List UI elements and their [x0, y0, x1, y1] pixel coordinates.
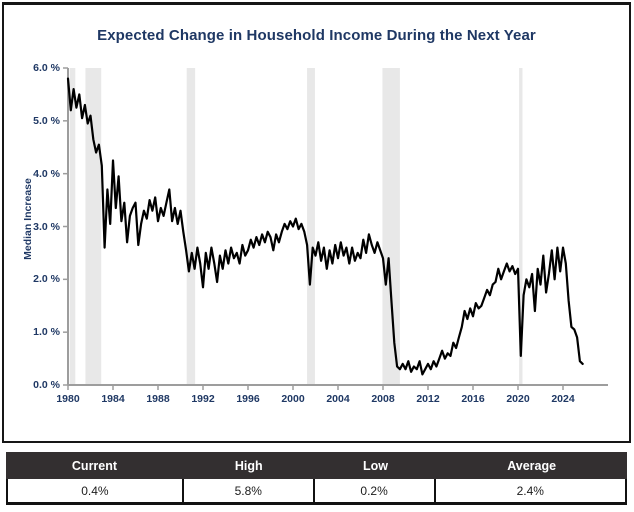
recession-band	[519, 68, 523, 385]
y-tick-label: 0.0 %	[33, 379, 60, 391]
x-tick-label: 2024	[551, 393, 575, 405]
x-tick-label: 2012	[416, 393, 440, 405]
summary-table: Current High Low Average 0.4% 5.8% 0.2% …	[6, 452, 627, 505]
y-tick-label: 1.0 %	[33, 326, 60, 339]
x-tick-label: 1984	[101, 393, 125, 405]
y-tick-label: 3.0 %	[33, 220, 60, 233]
income-expectation-line	[66, 77, 584, 376]
x-tick-label: 1996	[236, 393, 260, 405]
recession-band	[382, 68, 400, 385]
recession-band	[307, 68, 315, 385]
recession-band	[186, 68, 196, 385]
x-tick-label: 2004	[326, 393, 350, 405]
plot-area	[63, 67, 608, 390]
header-average: Average	[507, 458, 557, 473]
y-tick-label: 2.0 %	[33, 273, 60, 286]
x-tick-label: 1992	[191, 393, 215, 405]
y-tick-label: 4.0 %	[33, 167, 60, 180]
x-tick-label: 2008	[371, 393, 395, 405]
x-tick-label: 2016	[461, 393, 485, 405]
chart-panel: Expected Change in Household Income Duri…	[2, 2, 631, 443]
summary-table-header-row: Current High Low Average	[6, 452, 627, 479]
header-high: High	[234, 458, 263, 473]
x-tick-label: 1988	[146, 393, 170, 405]
y-tick-label: 5.0 %	[33, 114, 60, 127]
recession-band	[69, 68, 76, 385]
recession-band	[85, 68, 102, 385]
x-tick-label: 2020	[506, 393, 530, 405]
value-low: 0.2%	[315, 479, 436, 502]
header-low: Low	[362, 458, 388, 473]
x-tick-label: 1980	[56, 393, 80, 405]
y-tick-label: 6.0 %	[33, 62, 60, 74]
value-average: 2.4%	[516, 483, 544, 498]
x-tick-label: 2000	[281, 393, 305, 405]
value-current: 0.4%	[8, 479, 184, 502]
header-current: Current	[71, 458, 118, 473]
chart-title: Expected Change in Household Income Duri…	[97, 27, 536, 44]
value-high: 5.8%	[184, 479, 315, 502]
summary-table-value-row: 0.4% 5.8% 0.2% 2.4%	[6, 479, 627, 505]
